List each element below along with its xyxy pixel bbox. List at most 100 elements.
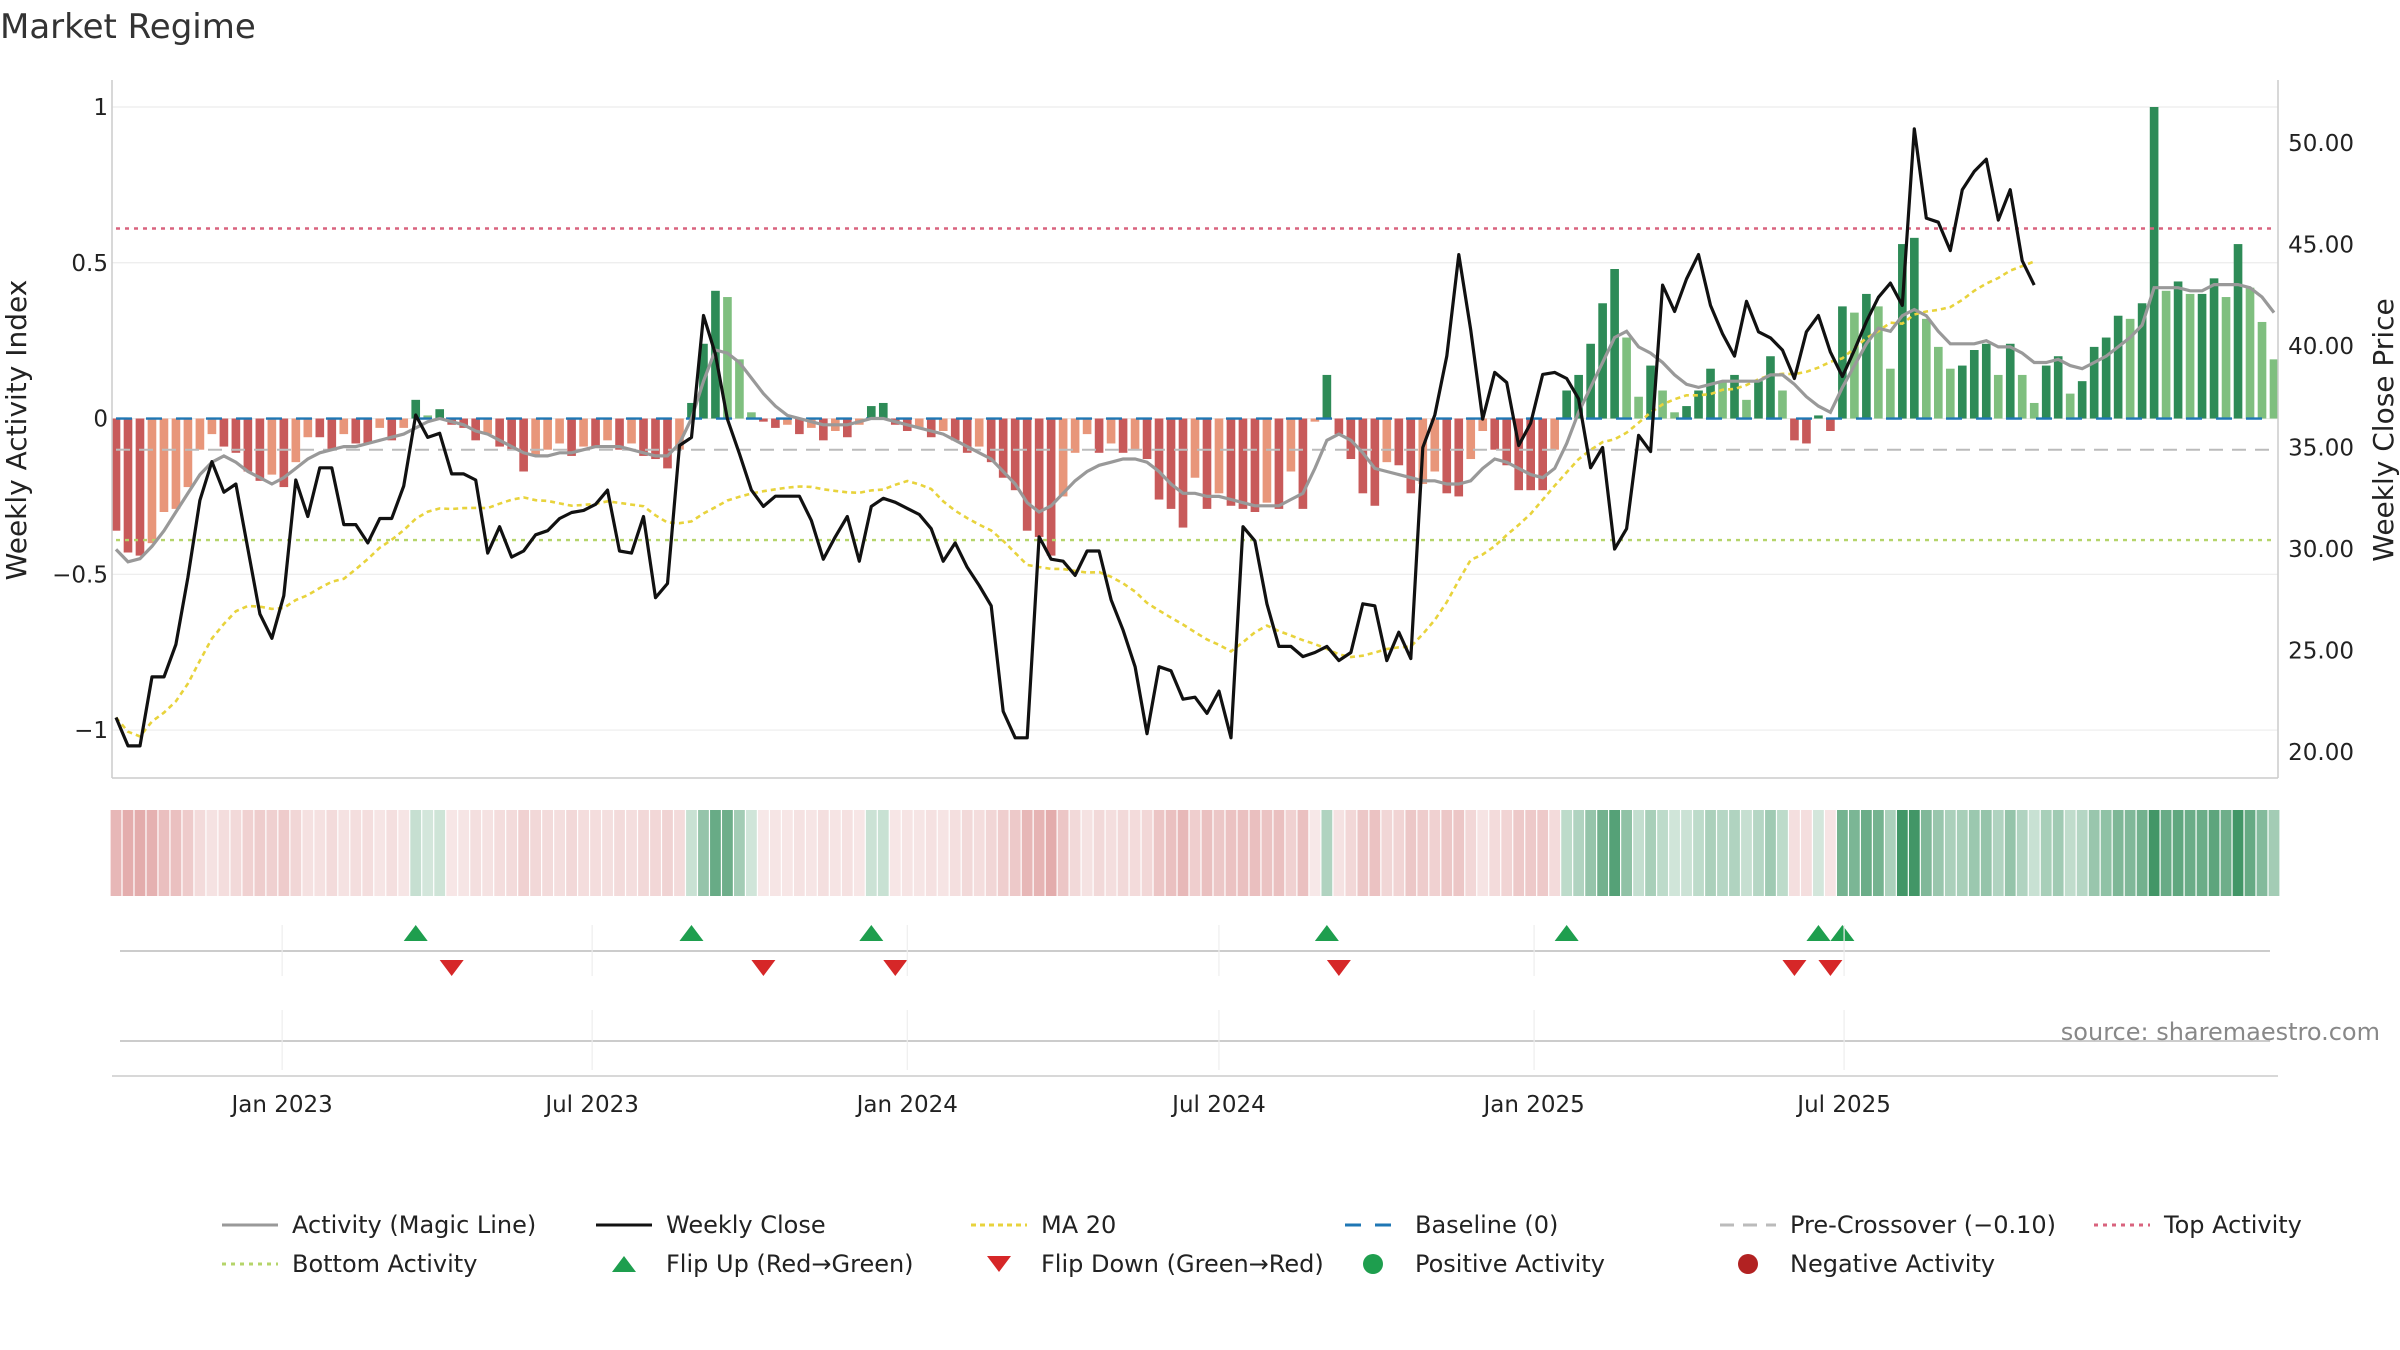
regime-strip-cell (1453, 810, 1465, 896)
activity-bar (183, 418, 193, 488)
activity-bar (1886, 368, 1895, 419)
legend-label: Weekly Close (666, 1211, 826, 1239)
activity-bar (1586, 343, 1595, 419)
activity-bar (1838, 306, 1847, 419)
regime-strip-cell (1501, 810, 1513, 896)
activity-bar (1610, 269, 1619, 419)
activity-bar (1238, 418, 1248, 509)
activity-bar (555, 418, 564, 444)
activity-bar (1034, 418, 1044, 537)
regime-strip-cell (758, 810, 769, 896)
regime-strip-cell (1477, 810, 1489, 896)
activity-bar (1730, 374, 1739, 419)
regime-strip-cell (1657, 810, 1668, 896)
regime-strip-cell (254, 810, 266, 896)
activity-bar (123, 418, 133, 553)
regime-strip-cell (1261, 810, 1273, 896)
regime-strip-cell (158, 810, 170, 896)
regime-strip-cell (2196, 810, 2208, 896)
activity-bar (1010, 418, 1020, 491)
activity-bar (651, 418, 660, 460)
legend-label: Baseline (0) (1415, 1211, 1558, 1239)
regime-strip-cell (781, 810, 793, 896)
regime-strip-cell (1813, 810, 1824, 896)
regime-strip-cell (1057, 810, 1069, 896)
activity-bar (1046, 418, 1056, 556)
flip-markers (120, 925, 2270, 1042)
y-left-tick-label: 0.5 (71, 251, 108, 277)
activity-bar (363, 418, 373, 444)
regime-strip-cell (614, 810, 625, 896)
source-note: source: sharemaestro.com (2061, 1018, 2380, 1046)
regime-strip-cell (206, 810, 218, 896)
regime-strip-cell (482, 810, 494, 896)
activity-bar (279, 418, 289, 488)
regime-strip-cell (1045, 810, 1057, 896)
ma20-line (115, 260, 2035, 738)
regime-strip-cell (1321, 810, 1333, 896)
activity-bar (663, 418, 672, 469)
regime-strip-cell (901, 810, 913, 896)
regime-strip-cell (1765, 810, 1776, 896)
regime-strip-cell (1117, 810, 1129, 896)
regime-strip (110, 810, 2280, 896)
regime-strip-cell (913, 810, 925, 896)
regime-strip-cell (1741, 810, 1752, 896)
activity-bar (231, 418, 241, 453)
regime-strip-cell (1717, 810, 1728, 896)
magic-line (114, 283, 2276, 564)
flip-up-marker (859, 925, 884, 941)
regime-strip-cell (458, 810, 470, 896)
activity-bar (962, 418, 972, 453)
activity-bar (1274, 418, 1284, 509)
activity-bars (111, 107, 2279, 556)
activity-bar (1754, 381, 1763, 419)
regime-strip-cell (1825, 810, 1836, 896)
activity-bar (1634, 396, 1643, 419)
regime-strip-cell (350, 810, 362, 896)
activity-bar (2173, 281, 2183, 419)
regime-strip-cell (722, 810, 733, 896)
activity-bar (495, 418, 504, 447)
activity-bar (171, 418, 181, 509)
activity-bar (2257, 321, 2267, 419)
flip-up-marker (403, 925, 428, 941)
regime-strip-cell (1669, 810, 1680, 896)
activity-bar (291, 418, 301, 463)
legend-label: Activity (Magic Line) (292, 1211, 536, 1239)
activity-bar (603, 418, 612, 441)
regime-strip-cell (194, 810, 206, 896)
legend-label: Negative Activity (1790, 1250, 1995, 1278)
activity-bar (303, 418, 313, 438)
activity-bar (1478, 418, 1488, 431)
regime-strip-cell (1441, 810, 1453, 896)
regime-strip-cell (1033, 810, 1045, 896)
regime-strip-cell (662, 810, 673, 896)
regime-strip-cell (1465, 810, 1477, 896)
flip-up-marker (1554, 925, 1579, 941)
y-right-tick-label: 40.00 (2288, 334, 2354, 360)
activity-bar (1082, 418, 1092, 435)
regime-strip-cell (1932, 810, 1944, 896)
flip-down-marker (439, 960, 464, 976)
regime-strip-cell (734, 810, 745, 896)
regime-strip-cell (2088, 810, 2100, 896)
activity-bar (783, 418, 792, 425)
activity-bar (411, 399, 421, 419)
regime-strip-cell (362, 810, 374, 896)
activity-bar (1718, 381, 1727, 419)
activity-bar (2209, 278, 2219, 419)
activity-bar (1022, 418, 1032, 531)
regime-strip-cell (470, 810, 482, 896)
regime-strip-cell (1369, 810, 1381, 896)
activity-bar (543, 418, 552, 450)
activity-bar (1526, 418, 1536, 491)
activity-bar (1766, 356, 1775, 419)
activity-bar (1706, 368, 1715, 419)
regime-strip-cell (1405, 810, 1417, 896)
regime-strip-cell (1141, 810, 1153, 896)
activity-bar (1370, 418, 1380, 506)
flip-up-marker (1314, 925, 1339, 941)
activity-bar (2077, 381, 2087, 419)
